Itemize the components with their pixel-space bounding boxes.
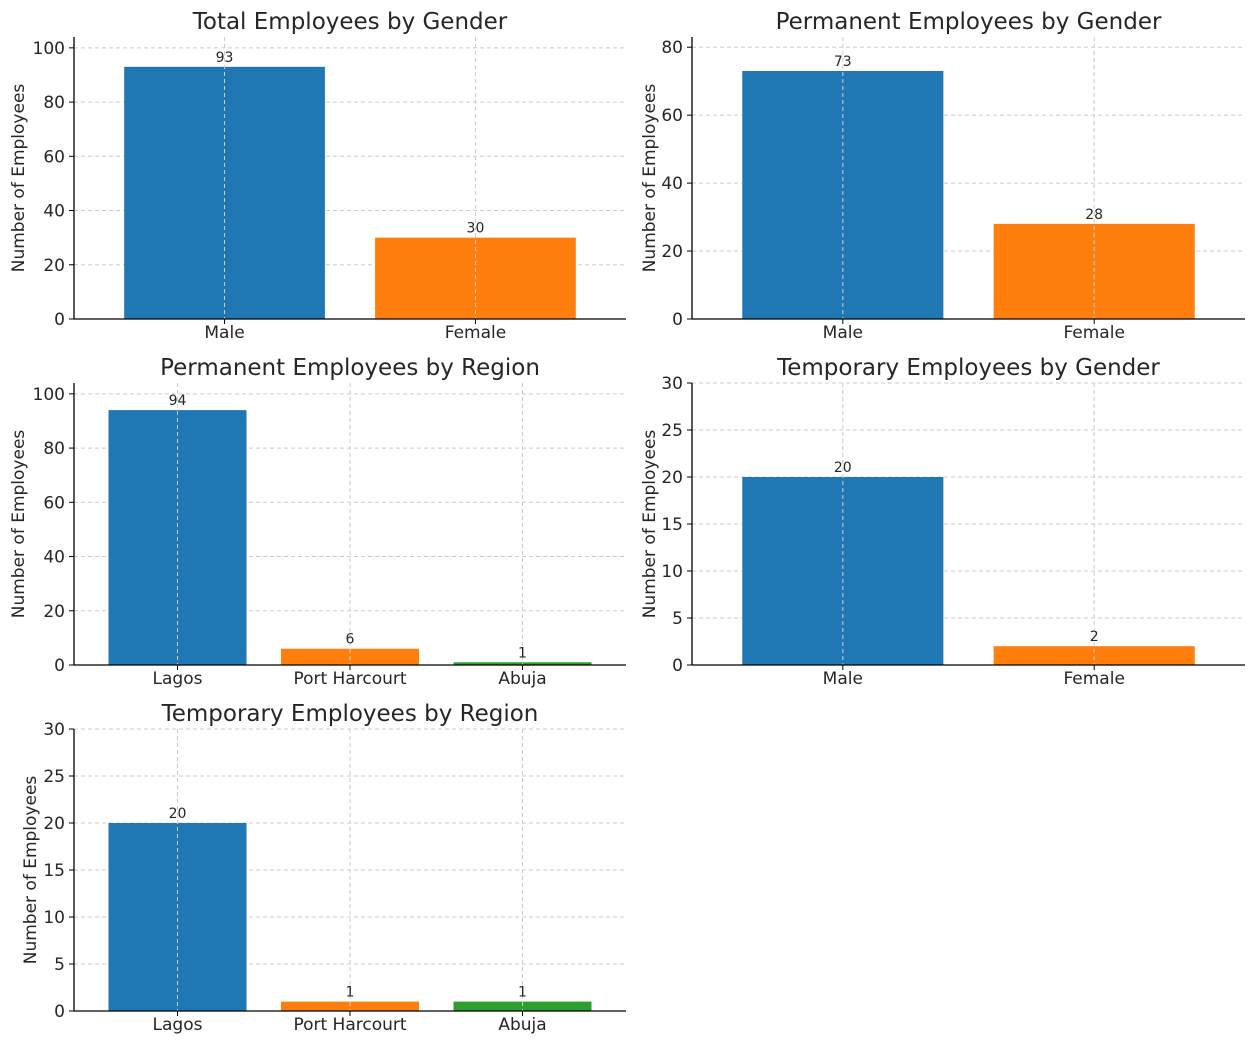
- bar-lagos: [108, 823, 247, 1011]
- y-axis-label: Number of Employees: [9, 84, 29, 273]
- y-tick-label: 5: [54, 955, 65, 975]
- y-tick-label: 0: [54, 1002, 65, 1022]
- y-tick-label: 30: [43, 720, 65, 740]
- chart-1: 0 20 40 60 80 100 93 30 Male Female Total Employee…: [9, 9, 626, 343]
- data-label-female: 2: [1090, 629, 1099, 645]
- y-tick-label: 0: [672, 310, 683, 330]
- x-tick-label-port-harcourt: Port Harcourt: [293, 669, 406, 689]
- data-label-abuja: 1: [518, 985, 527, 1001]
- chart-5: 0 5 10 15 20 25 30 20 1 1 Lagos Port Harcourt Abuja T…: [21, 701, 626, 1035]
- chart-title: Temporary Employees by Region: [161, 701, 539, 727]
- y-tick-label: 10: [661, 562, 683, 582]
- y-tick-label: 40: [43, 202, 65, 222]
- y-tick-label: 20: [661, 242, 683, 262]
- x-tick-label-lagos: Lagos: [153, 1015, 203, 1035]
- x-tick-label-male: Male: [823, 323, 863, 343]
- y-tick-label: 40: [661, 174, 683, 194]
- chart-4: 0 5 10 15 20 25 30 20 2 Male Female Temporary Emplo…: [640, 355, 1245, 689]
- chart-3: 0 20 40 60 80 100 94 6 1 Lagos Port Harcourt Abuja P…: [9, 355, 626, 689]
- y-tick-label: 20: [43, 814, 65, 834]
- y-axis-label: Number of Employees: [640, 430, 660, 619]
- y-tick-label: 30: [661, 374, 683, 394]
- x-tick-label-female: Female: [1063, 669, 1124, 689]
- bar-abuja: [453, 1001, 592, 1011]
- bar-port-harcourt: [281, 1001, 419, 1011]
- chart-2: 0 20 40 60 80 73 28 Male Female Permanent Employe…: [640, 9, 1245, 343]
- x-tick-label-lagos: Lagos: [153, 669, 203, 689]
- x-tick-label-port-harcourt: Port Harcourt: [293, 1015, 406, 1035]
- y-tick-label: 5: [672, 609, 683, 629]
- data-label-male: 20: [834, 460, 852, 476]
- y-tick-label: 10: [43, 908, 65, 928]
- bar-female: [993, 646, 1195, 665]
- y-tick-label: 0: [54, 310, 65, 330]
- y-tick-label: 0: [54, 656, 65, 676]
- y-tick-label: 80: [43, 439, 65, 459]
- y-axis-label: Number of Employees: [21, 776, 41, 965]
- y-tick-label: 80: [43, 93, 65, 113]
- x-tick-label-female: Female: [445, 323, 506, 343]
- data-label-female: 30: [467, 221, 485, 237]
- x-tick-label-female: Female: [1063, 323, 1124, 343]
- chart-title: Permanent Employees by Gender: [776, 9, 1162, 35]
- x-tick-label-abuja: Abuja: [498, 669, 546, 689]
- data-label-port-harcourt: 6: [346, 632, 355, 648]
- y-tick-label: 60: [43, 493, 65, 513]
- chart-title: Permanent Employees by Region: [160, 355, 540, 381]
- data-label-abuja: 1: [518, 645, 527, 661]
- y-axis-label: Number of Employees: [9, 430, 29, 619]
- data-label-male: 93: [216, 50, 234, 66]
- y-tick-label: 20: [43, 256, 65, 276]
- y-tick-label: 15: [661, 515, 683, 535]
- y-tick-label: 40: [43, 548, 65, 568]
- y-tick-label: 60: [661, 106, 683, 126]
- y-tick-label: 25: [661, 421, 683, 441]
- y-tick-label: 20: [661, 468, 683, 488]
- data-label-lagos: 94: [169, 393, 187, 409]
- x-tick-label-male: Male: [823, 669, 863, 689]
- y-axis-label: Number of Employees: [640, 84, 660, 273]
- x-tick-label-abuja: Abuja: [498, 1015, 546, 1035]
- y-tick-label: 25: [43, 767, 65, 787]
- y-tick-label: 20: [43, 602, 65, 622]
- data-label-female: 28: [1085, 207, 1103, 223]
- bar-male: [742, 477, 944, 665]
- y-tick-label: 100: [33, 385, 65, 405]
- chart-title: Total Employees by Gender: [192, 9, 508, 35]
- x-tick-label-male: Male: [204, 323, 244, 343]
- y-tick-label: 100: [33, 39, 65, 59]
- y-tick-label: 80: [661, 38, 683, 58]
- y-tick-label: 0: [672, 656, 683, 676]
- data-label-male: 73: [834, 54, 852, 70]
- chart-title: Temporary Employees by Gender: [776, 355, 1160, 381]
- y-tick-label: 60: [43, 147, 65, 167]
- data-label-lagos: 20: [169, 806, 187, 822]
- data-label-port-harcourt: 1: [346, 985, 355, 1001]
- y-tick-label: 15: [43, 861, 65, 881]
